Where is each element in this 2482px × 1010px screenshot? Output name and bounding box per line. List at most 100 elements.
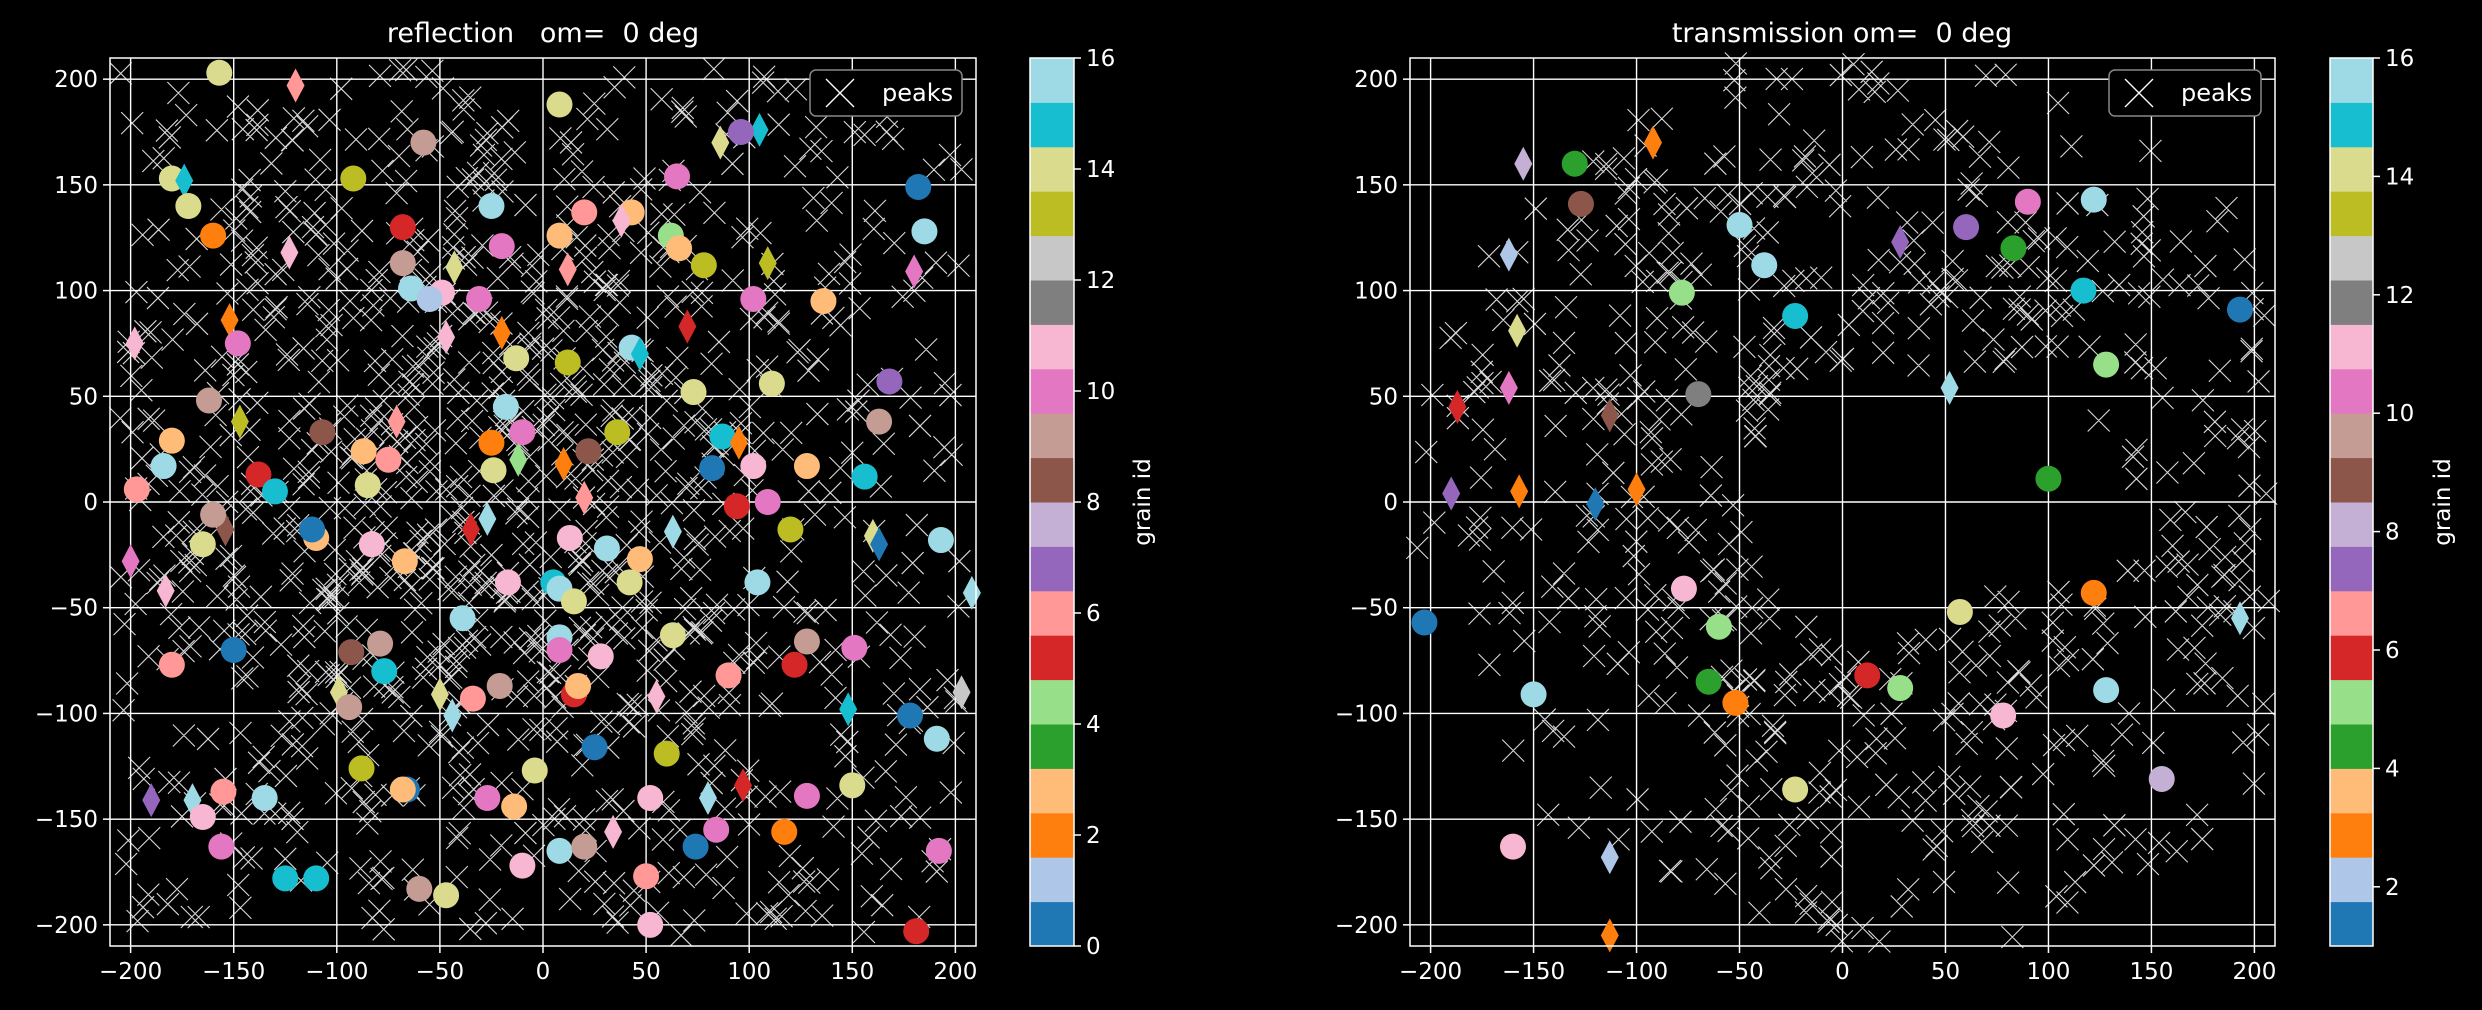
grain-marker: [612, 203, 631, 238]
grain-marker: [810, 288, 837, 315]
transmission-peaks: [1405, 52, 2281, 953]
x-tick-label: −100: [1605, 959, 1668, 985]
grain-marker: [2000, 235, 2027, 262]
grain-marker: [478, 193, 505, 219]
y-tick-label: −150: [35, 807, 98, 833]
colorbar-tick-label: 4: [2385, 756, 2400, 782]
colorbar-tick-label: 14: [2385, 164, 2414, 190]
grain-marker: [2014, 188, 2041, 215]
grain-marker: [647, 679, 666, 714]
colorbar-segment: [2330, 191, 2373, 237]
colorbar-segment: [1030, 146, 1074, 192]
grain-marker: [604, 814, 623, 849]
grain-marker: [698, 781, 717, 815]
colorbar-segment: [1030, 502, 1074, 547]
grain-marker: [793, 628, 820, 655]
grain-marker: [560, 588, 587, 615]
transmission-panel: transmission om= 0 deg −200 −150 −100 −50 0 5…: [1335, 18, 2456, 985]
grain-marker: [777, 516, 804, 543]
grain-marker: [303, 865, 330, 892]
transmission-x-axis: −200 −150 −100 −50 0 50 100 150 200: [1399, 946, 2276, 985]
grain-marker: [744, 569, 771, 596]
grain-marker: [220, 637, 247, 663]
grain-marker: [437, 320, 456, 355]
y-tick-label: −50: [49, 596, 98, 622]
colorbar-segment: [2330, 590, 2373, 636]
grain-marker: [224, 330, 251, 357]
grain-marker: [952, 675, 971, 710]
colorbar-segment: [1030, 679, 1074, 725]
grain-marker: [839, 772, 866, 799]
colorbar-segment: [2330, 635, 2373, 681]
grain-marker: [1668, 279, 1695, 306]
colorbar-segment: [1030, 901, 1074, 947]
grain-marker: [336, 694, 363, 721]
grain-marker: [711, 125, 730, 160]
transmission-y-axis: −200 −150 −100 −50 0 50 100 150 200: [1335, 67, 1410, 939]
colorbar-segment: [1030, 546, 1074, 592]
x-tick-label: −50: [1715, 959, 1764, 985]
grain-marker: [1508, 313, 1527, 348]
colorbar-segment: [1030, 457, 1074, 503]
colorbar-segment: [2330, 413, 2373, 459]
grain-marker: [1946, 598, 1973, 625]
x-tick-label: −50: [416, 959, 465, 985]
grain-marker: [659, 622, 686, 649]
grain-marker: [286, 68, 305, 103]
grain-marker: [653, 740, 680, 767]
legend-peaks-marker: [2124, 78, 2154, 108]
grain-marker: [200, 501, 227, 528]
grain-marker: [230, 404, 249, 439]
grain-marker: [587, 643, 614, 670]
transmission-chart-title: transmission om= 0 deg: [1672, 18, 2012, 49]
grain-marker: [729, 425, 748, 460]
colorbar-segment: [2330, 502, 2373, 547]
grain-marker: [123, 476, 150, 503]
grain-marker: [175, 193, 202, 219]
colorbar-tick-label: 10: [1086, 379, 1115, 405]
reflection-grid: [110, 58, 976, 946]
grain-marker: [354, 472, 381, 499]
x-tick-label: 0: [536, 959, 551, 985]
grain-marker: [389, 776, 416, 803]
grain-marker: [2080, 186, 2107, 213]
grain-marker: [1990, 702, 2017, 729]
grain-marker: [581, 734, 608, 761]
reflection-panel: reflection om= 0 deg −200 −150 −100 −50 0 50 1…: [35, 18, 1156, 985]
y-tick-label: 0: [1383, 490, 1398, 516]
colorbar-tick-label: 6: [2385, 638, 2400, 664]
peak-markers: [108, 57, 973, 947]
grain-marker: [546, 637, 573, 663]
grain-marker: [734, 768, 753, 803]
grain-marker: [903, 918, 930, 945]
grain-marker: [897, 702, 924, 729]
grain-marker: [2226, 296, 2253, 323]
grain-marker: [637, 911, 664, 938]
grain-marker: [2080, 579, 2107, 606]
grain-marker: [723, 493, 750, 520]
colorbar-segment: [2330, 812, 2373, 858]
grain-marker: [637, 785, 664, 811]
grain-marker: [905, 173, 932, 200]
colorbar-segment: [1030, 857, 1074, 903]
transmission-grains: [1411, 125, 2253, 953]
grain-marker: [433, 882, 460, 909]
colorbar-segment: [1030, 191, 1074, 237]
grain-marker: [905, 254, 924, 289]
grain-marker: [758, 246, 777, 281]
grain-marker: [911, 218, 938, 245]
y-tick-label: −150: [1335, 807, 1398, 833]
grain-marker: [571, 833, 598, 860]
colorbar-segment: [1030, 635, 1074, 681]
grain-marker: [1705, 613, 1732, 640]
grain-marker: [206, 59, 233, 86]
grain-marker: [1644, 125, 1663, 160]
grain-marker: [925, 837, 952, 864]
grain-marker: [1586, 487, 1605, 522]
x-tick-label: −200: [1399, 959, 1462, 985]
grain-marker: [480, 457, 507, 484]
colorbar-tick-label: 2: [1086, 823, 1101, 849]
grain-marker: [1411, 609, 1438, 636]
grain-marker: [2148, 765, 2175, 792]
